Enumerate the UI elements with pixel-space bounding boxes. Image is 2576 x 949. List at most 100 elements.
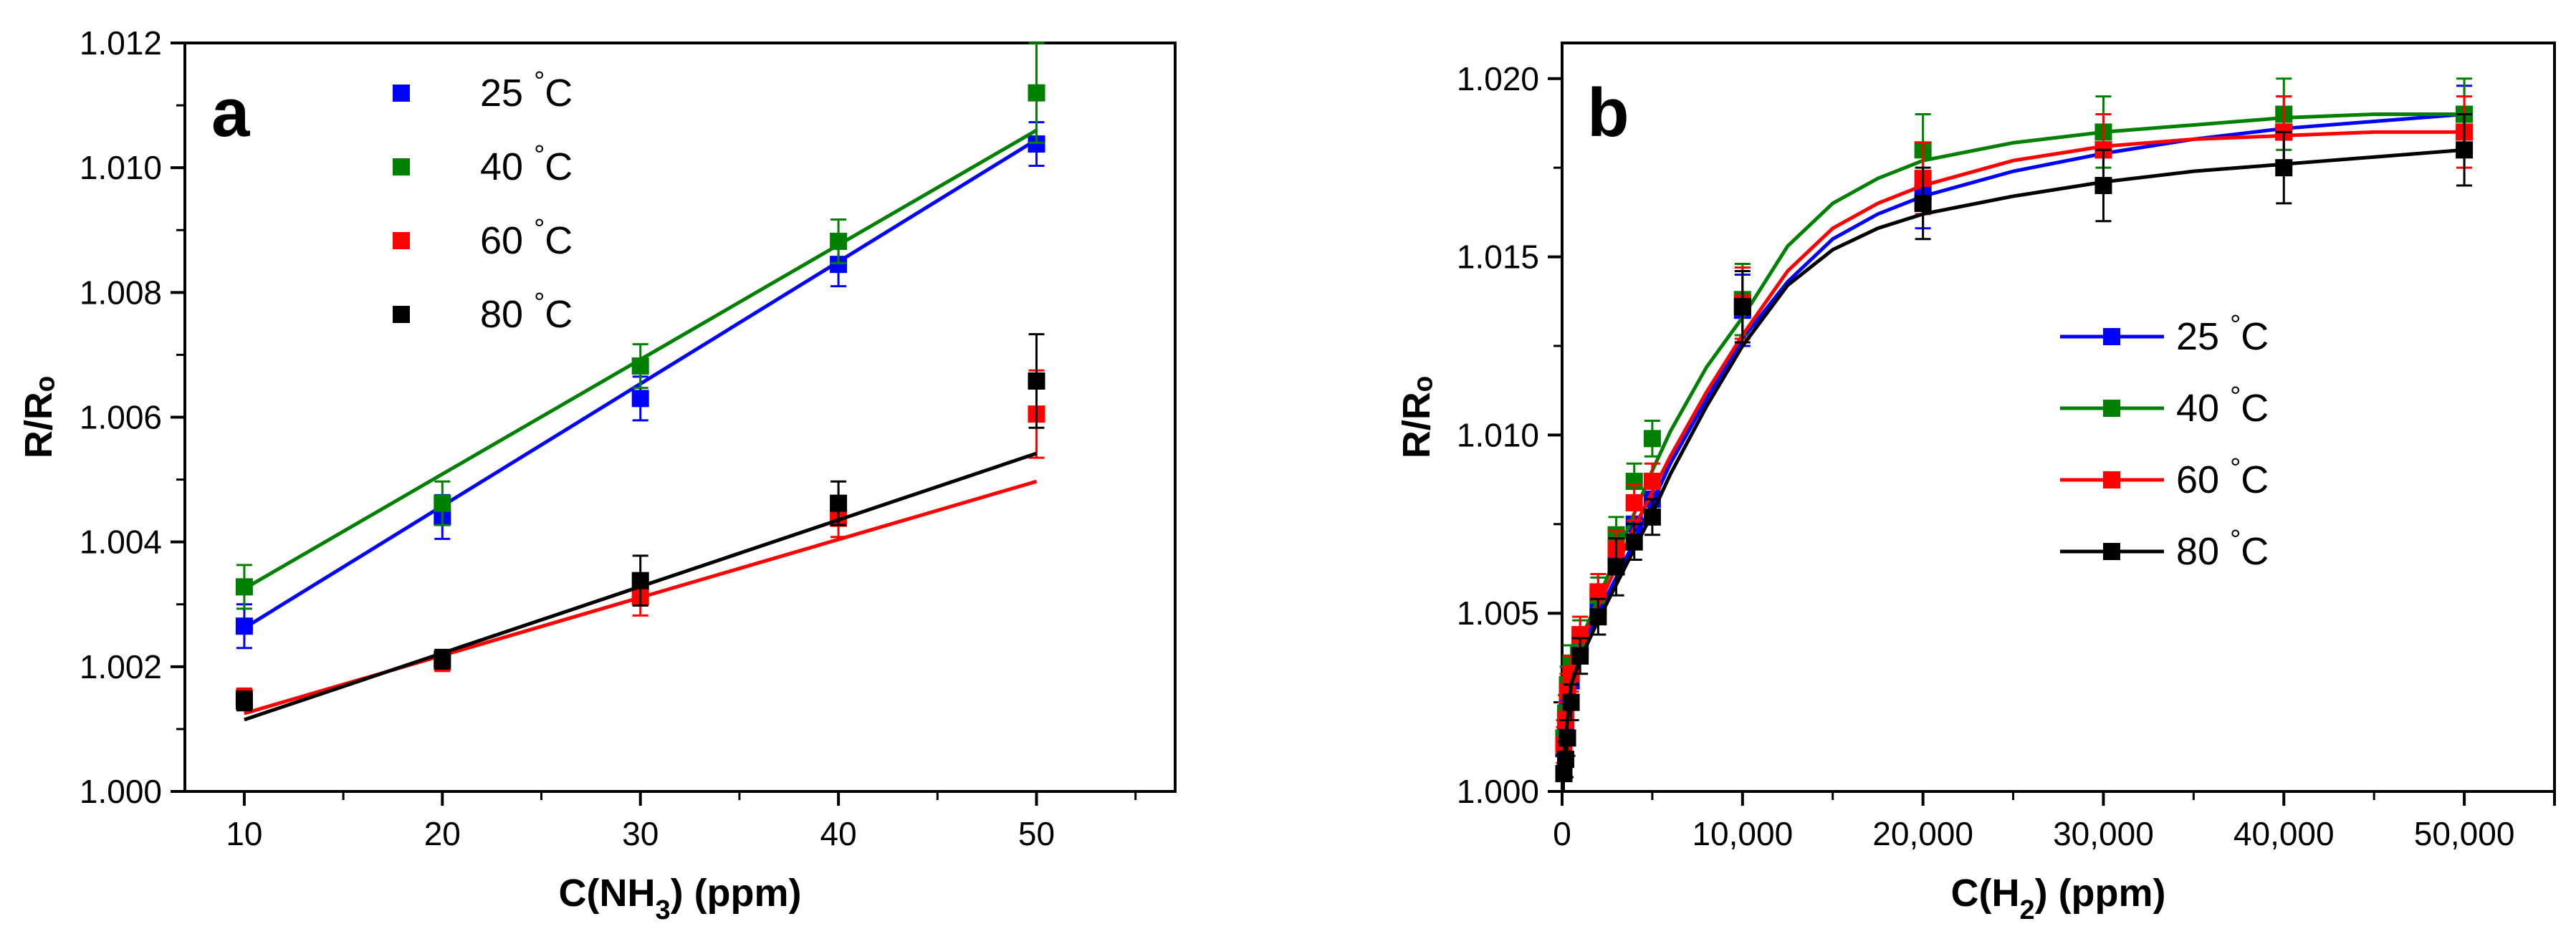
- y-tick-label: 1.020: [1457, 60, 1539, 97]
- y-tick-label: 1.000: [1457, 773, 1539, 810]
- legend-label: 60 °C: [2176, 453, 2269, 501]
- y-tick-label: 1.010: [80, 149, 162, 186]
- data-point: [235, 617, 253, 635]
- legend-marker: [393, 85, 410, 102]
- x-axis: 0 10,000 20,000 30,000 40,000 50,000: [1553, 791, 2556, 852]
- legend-number: 25: [480, 72, 534, 115]
- legend-unit: C: [2241, 315, 2269, 358]
- y-tick-label: 1.012: [80, 24, 162, 62]
- legend-item: 80 °C: [2060, 525, 2269, 573]
- data-point: [434, 494, 451, 512]
- y-tick-label: 1.015: [1457, 239, 1539, 276]
- y-tick-label: 1.002: [80, 648, 162, 685]
- legend-label: 40 °C: [2176, 382, 2269, 430]
- legend-number: 25: [2176, 315, 2230, 358]
- y-axis-label: R/Rₒ: [1395, 376, 1438, 458]
- data-point: [631, 357, 649, 375]
- legend-label: 80 °C: [480, 288, 573, 336]
- legend-label: 60 °C: [480, 214, 573, 262]
- y-axis-label: R/Rₒ: [17, 376, 60, 458]
- legend-label: 80 °C: [2176, 525, 2269, 573]
- legend-item: 25 °C: [393, 67, 573, 115]
- legend-marker: [393, 306, 410, 323]
- legend-degree: °: [534, 140, 545, 170]
- y-tick-label: 1.004: [80, 524, 162, 561]
- x-axis: 10 20 30 40 50: [226, 791, 1137, 852]
- data-point: [1625, 533, 1643, 551]
- fit-line: [1560, 130, 2465, 771]
- data-point: [1607, 558, 1625, 576]
- legend-degree: °: [534, 288, 545, 318]
- legend-item: 80 °C: [393, 288, 573, 336]
- legend-label: 40 °C: [480, 140, 573, 188]
- legend-item: 25 °C: [2060, 310, 2269, 358]
- y-tick-label: 1.010: [1457, 416, 1539, 453]
- legend-unit: C: [2241, 387, 2269, 430]
- data-point: [830, 232, 848, 250]
- x-tick-label: 50: [1018, 815, 1055, 852]
- legend-marker: [2103, 471, 2120, 488]
- legend-degree: °: [2230, 525, 2241, 555]
- legend-degree: °: [534, 67, 545, 97]
- x-tick-label: 10,000: [1692, 815, 1793, 852]
- legend-number: 60: [480, 219, 534, 262]
- legend-degree: °: [2230, 453, 2241, 483]
- y-axis: 1.000 1.002 1.004 1.006 1.008 1.010 1.012: [80, 24, 185, 810]
- legend-marker: [393, 158, 410, 175]
- x-tick-label: 40,000: [2233, 815, 2335, 852]
- legend-degree: °: [2230, 382, 2241, 412]
- x-tick-label: 0: [1553, 815, 1571, 852]
- x-tick-label: 20,000: [1872, 815, 1973, 852]
- legend-unit: C: [545, 145, 573, 188]
- series-80CC: [235, 333, 1045, 722]
- x-tick-label: 20: [424, 815, 461, 852]
- legend-item: 60 °C: [393, 214, 573, 262]
- legend-number: 60: [2176, 458, 2230, 501]
- legend: 25 °C40 °C60 °C80 °C: [393, 67, 573, 336]
- legend-unit: C: [545, 72, 573, 115]
- data-point: [830, 494, 848, 512]
- legend-marker: [2103, 328, 2120, 345]
- series-40CC: [235, 42, 1045, 610]
- chart-panel-a: 10 20 30 40 50 1.000 1.002 1.004 1.006 1.008 1.010…: [17, 24, 1177, 925]
- data-point: [631, 572, 649, 589]
- legend-label: 25 °C: [2176, 310, 2269, 358]
- x-axis-label: C(NH3) (ppm): [558, 872, 801, 925]
- data-point: [434, 650, 451, 668]
- legend-number: 40: [480, 145, 534, 188]
- legend-item: 60 °C: [2060, 453, 2269, 501]
- data-point: [1562, 693, 1580, 711]
- x-axis-label-main: C(H: [1950, 872, 2019, 915]
- data-point: [1733, 298, 1751, 316]
- data-point: [1643, 430, 1661, 448]
- data-point: [631, 390, 649, 408]
- data-point: [1589, 583, 1607, 601]
- legend-degree: °: [2230, 310, 2241, 340]
- data-point: [1589, 608, 1607, 626]
- fit-line: [1560, 112, 2465, 771]
- series-80CC: [1555, 113, 2474, 793]
- x-tick-label: 10: [226, 815, 262, 852]
- fit-line: [1560, 148, 2465, 774]
- legend-degree: °: [534, 214, 545, 244]
- x-tick-label: 30: [622, 815, 659, 852]
- data-point: [2094, 177, 2112, 195]
- legend-unit: C: [2241, 530, 2269, 573]
- series-60CC: [235, 369, 1045, 716]
- x-axis-label-tail: ) (ppm): [671, 872, 802, 915]
- legend: 25 °C40 °C60 °C80 °C: [2060, 310, 2269, 573]
- data-point: [1625, 493, 1643, 511]
- legend-marker: [2103, 543, 2120, 560]
- y-axis: 1.000 1.005 1.010 1.015 1.020: [1457, 60, 1562, 810]
- chart-panel-b: 0 10,000 20,000 30,000 40,000 50,0001.0001.00…: [1395, 42, 2556, 925]
- data-point: [1028, 372, 1045, 390]
- panel-letter: b: [1587, 74, 1629, 151]
- x-axis-label-main: C(NH: [558, 872, 655, 915]
- legend-marker: [393, 232, 410, 249]
- data-point: [2456, 141, 2474, 159]
- plot-frame: [183, 42, 1177, 793]
- data-point: [1643, 473, 1661, 491]
- legend-marker: [2103, 400, 2120, 417]
- y-tick-label: 1.006: [80, 399, 162, 436]
- fit-line: [1560, 112, 2465, 771]
